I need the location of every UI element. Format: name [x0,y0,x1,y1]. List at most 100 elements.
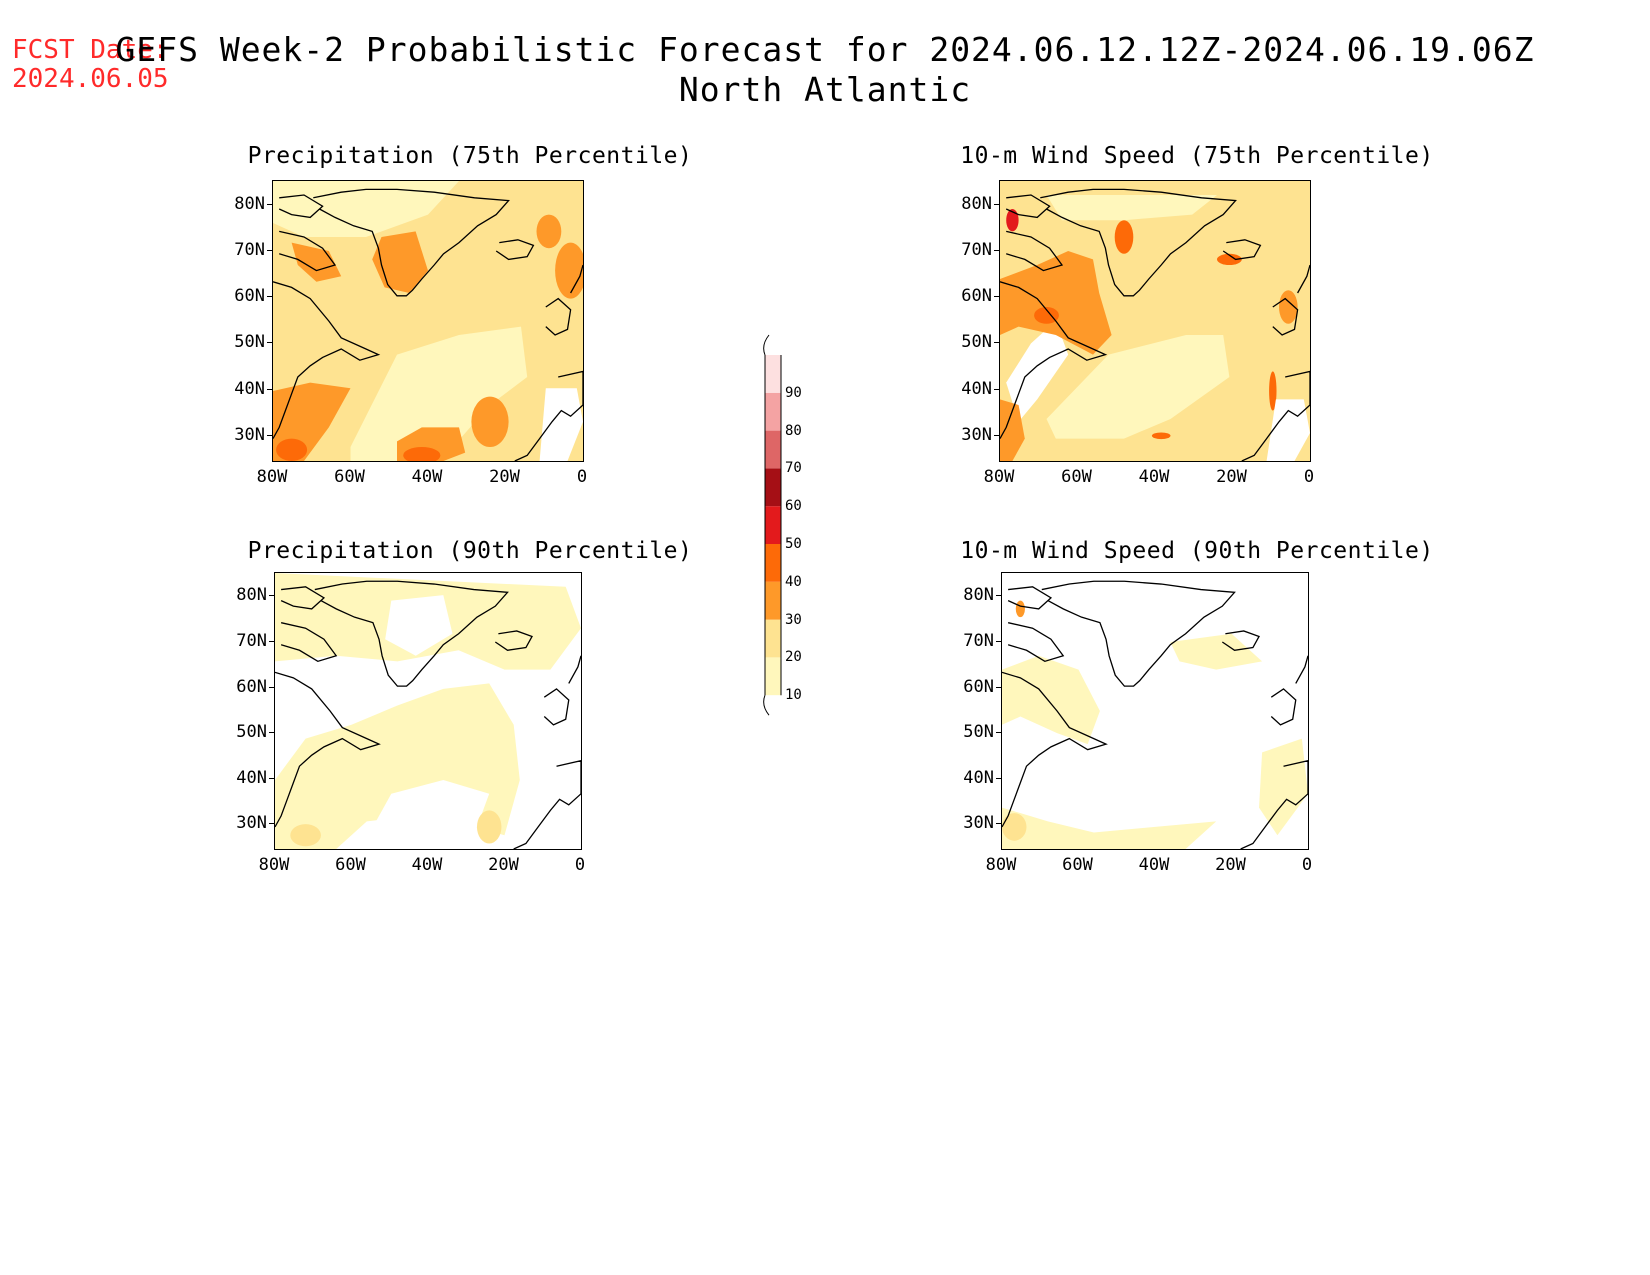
lat-tick [267,342,273,344]
map-precip-75-field [273,181,583,461]
colorbar-end [763,334,770,356]
lat-tick [267,388,273,390]
colorbar-swatch [765,544,781,582]
coastline [514,370,583,461]
map-precip-75 [272,180,584,462]
coastline [1240,760,1308,849]
lat-tick-label: 40N [234,378,265,399]
fcst-date-caption: FCST Date: [12,35,169,65]
lat-tick-label: 30N [961,424,992,445]
colorbar-swatch [765,506,781,544]
lat-tick-label: 40N [961,378,992,399]
colorbar-level-label: 10 [785,687,802,704]
lat-tick [994,434,1000,436]
lat-tick-label: 50N [961,332,992,353]
lat-tick [996,732,1002,734]
coastline [1221,630,1260,651]
lat-tick-label: 40N [236,767,267,788]
lat-tick [994,250,1000,251]
lat-tick [269,595,275,597]
coastline [1041,580,1236,687]
lon-tick-label: 80W [985,855,1017,875]
panel-title: Precipitation (75th Percentile) [247,143,693,169]
prob-shade-mid [291,242,342,282]
lon-tick-label: 20W [489,467,520,487]
coastline [1295,655,1308,684]
prob-shade-high [1034,307,1059,324]
lon-tick-label: 40W [411,855,443,875]
prob-shade-mid [1279,290,1298,324]
lat-tick [269,686,275,688]
prob-shade-high [403,447,441,461]
lat-tick [996,823,1002,825]
lon-tick-label: 60W [1062,855,1093,875]
coastline [1007,586,1053,610]
lat-tick-label: 30N [234,424,265,445]
coastline [279,230,337,272]
coastline [280,622,338,663]
fcst-date-value: 2024.06.05 [12,64,169,94]
lat-tick-label: 70N [963,631,994,651]
colorbar-level-label: 70 [785,460,802,477]
lat-tick-label: 60N [234,286,265,307]
prob-shade-low [1002,807,1217,849]
lon-tick-label: 0 [574,855,586,875]
land-mask [539,388,583,461]
lat-tick-label: 80N [961,193,992,214]
prob-shade-low [1046,195,1217,221]
panel-precip-75: Precipitation (75th Percentile) [220,143,720,543]
coastline [275,671,381,828]
lat-tick-label: 60N [963,676,994,697]
lon-tick-label: 80W [258,855,290,875]
panel-precip-90: Precipitation (90th Percentile) [220,538,720,938]
lon-tick-label: 0 [1301,855,1313,875]
prob-shade-high [1217,253,1242,265]
panel-title: 10-m Wind Speed (90th Percentile) [960,538,1434,564]
lat-tick [267,203,273,205]
lat-tick [996,686,1002,688]
lat-tick [994,203,1000,205]
prob-shade-mid [1000,251,1112,355]
prob-shade-high [1114,220,1134,254]
lon-tick-label: 60W [334,467,365,487]
map-wind-90-field [1002,573,1308,849]
coastline [1241,370,1310,461]
prob-shade-low [350,326,528,461]
lat-tick-label: 30N [963,813,994,834]
lon-tick-label: 40W [1138,467,1170,487]
forecast-date-label: FCST Date: 2024.06.05 [12,36,169,94]
lon-tick-label: 20W [488,855,519,875]
lon-tick-label: 80W [256,467,288,487]
lon-tick-label: 0 [576,467,588,487]
lat-tick-label: 60N [961,286,992,307]
map-wind-75-field [1000,181,1310,461]
coastline [513,760,581,849]
colorbar-level-label: 40 [785,573,802,590]
land-mask [1006,321,1069,422]
panel-wind-90: 10-m Wind Speed (90th Percentile) [947,538,1447,938]
colorbar-outline [764,355,782,696]
coastline [313,188,510,297]
coastline [1222,239,1262,261]
lat-tick-label: 70N [234,240,265,260]
coastline [1270,688,1297,726]
colorbar-level-label: 90 [785,384,802,401]
coastline [545,297,572,336]
colorbar-swatch [765,430,781,469]
panel-wind-75: 10-m Wind Speed (75th Percentile) [947,143,1447,543]
prob-shade-mid [1015,600,1025,618]
coastline [543,688,570,726]
prob-shade-mid [536,214,562,249]
lat-tick [994,296,1000,298]
lat-tick-label: 80N [963,585,994,606]
coastline [494,630,533,651]
coastline [1272,297,1299,336]
lat-tick [269,823,275,825]
prob-shade-high [1006,209,1019,232]
lat-tick [996,595,1002,597]
coastline [314,580,509,687]
coastline [280,586,326,610]
coastline [1007,622,1065,663]
colorbar-graphic [763,334,782,716]
prob-shade-mid [1002,813,1027,841]
